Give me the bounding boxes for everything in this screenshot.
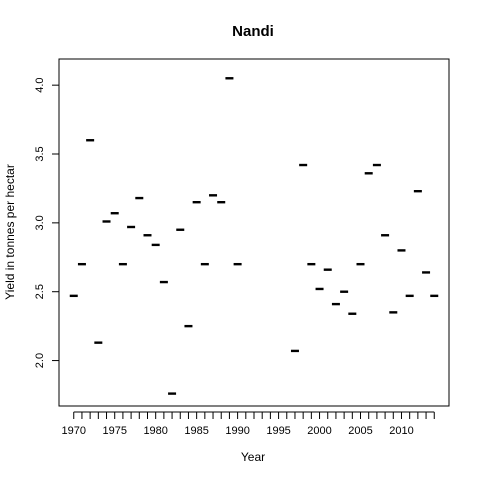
x-tick-label: 1985	[184, 425, 208, 437]
x-axis: 1970 1975 1980 1985 1990 1995 2000 2005 2010	[62, 411, 435, 437]
x-tick-label: 1980	[143, 425, 167, 437]
x-tick-label: 1975	[102, 425, 126, 437]
x-tick-label: 2005	[348, 425, 372, 437]
y-axis-label: Yield in tonnes per hectar	[3, 164, 17, 300]
x-tick-label: 1990	[225, 425, 249, 437]
y-tick-label: 3.5	[34, 146, 46, 161]
x-tick-label: 1995	[266, 425, 290, 437]
x-tick-label: 2010	[389, 425, 413, 437]
y-tick-label: 2.0	[34, 353, 46, 368]
data-points	[69, 77, 439, 395]
chart-title: Nandi	[232, 23, 274, 40]
y-tick-label: 3.0	[34, 215, 46, 230]
x-axis-label: Year	[241, 450, 265, 464]
x-tick-label: 1970	[62, 425, 86, 437]
plot-frame	[58, 58, 450, 407]
x-tick-label: 2000	[307, 425, 331, 437]
y-tick-label: 2.5	[34, 284, 46, 299]
y-axis: 2.0 2.5 3.0 3.5 4.0	[34, 78, 59, 368]
y-tick-label: 4.0	[34, 78, 46, 93]
